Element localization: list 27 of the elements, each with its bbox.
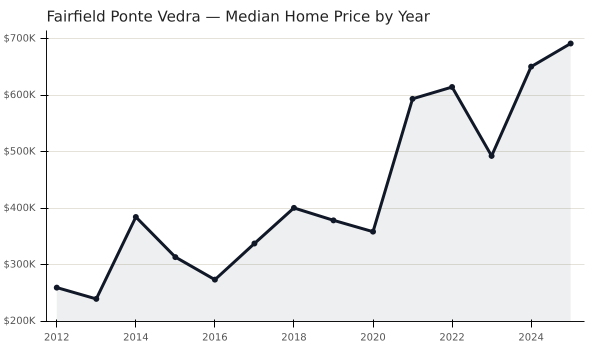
y-tick-label: $700K: [3, 33, 36, 44]
x-tick-label: 2020: [360, 332, 386, 343]
y-tick-label: $600K: [3, 90, 36, 101]
point: [93, 296, 100, 302]
point: [290, 204, 297, 211]
point: [54, 284, 60, 291]
y-tick-label: $300K: [3, 259, 36, 270]
x-tick-label: 2014: [123, 332, 149, 343]
x-tick-label: 2024: [518, 332, 544, 343]
chart-title: Fairfield Ponte Vedra — Median Home Price by Year: [46, 8, 431, 26]
x-tick-label: 2018: [281, 332, 307, 343]
x-tick-label: 2022: [439, 332, 465, 343]
point: [449, 84, 456, 90]
point: [132, 214, 139, 220]
x-tick-label: 2016: [202, 332, 228, 343]
point: [568, 40, 574, 46]
point: [251, 240, 258, 247]
point: [528, 64, 534, 70]
y-tick-label: $400K: [3, 202, 36, 214]
x-tick-label: 2012: [44, 332, 70, 343]
point: [172, 254, 178, 260]
point: [330, 217, 336, 224]
y-tick-label: $200K: [3, 316, 36, 327]
y-tick-label: $500K: [3, 146, 36, 158]
point: [410, 96, 416, 102]
point: [212, 276, 218, 283]
point: [370, 228, 376, 235]
